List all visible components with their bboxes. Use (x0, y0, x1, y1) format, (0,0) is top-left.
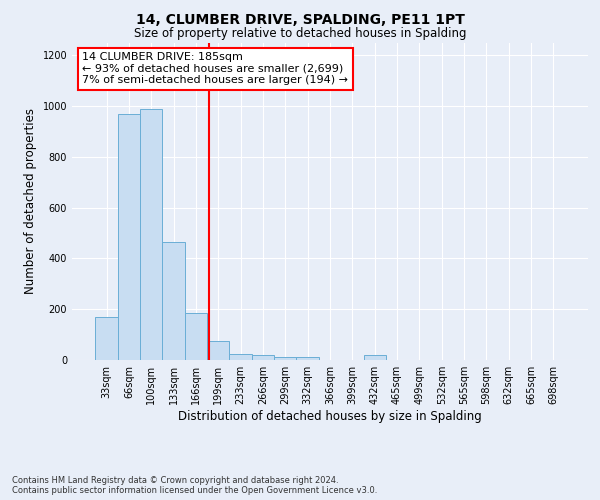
Bar (140, 108, 163, 360)
Bar (163, 242, 185, 360)
Bar (185, 313, 207, 360)
Bar (207, 342, 229, 360)
Text: 14 CLUMBER DRIVE: 185sqm
← 93% of detached houses are smaller (2,699)
7% of semi: 14 CLUMBER DRIVE: 185sqm ← 93% of detach… (82, 52, 349, 85)
Bar (118, 114, 140, 360)
Text: Size of property relative to detached houses in Spalding: Size of property relative to detached ho… (134, 28, 466, 40)
Text: 14, CLUMBER DRIVE, SPALDING, PE11 1PT: 14, CLUMBER DRIVE, SPALDING, PE11 1PT (136, 12, 464, 26)
X-axis label: Distribution of detached houses by size in Spalding: Distribution of detached houses by size … (178, 410, 482, 423)
Y-axis label: Number of detached properties: Number of detached properties (24, 108, 37, 294)
Bar (296, 358, 319, 360)
Text: Contains HM Land Registry data © Crown copyright and database right 2024.
Contai: Contains HM Land Registry data © Crown c… (12, 476, 377, 495)
Bar (229, 354, 252, 360)
Bar (364, 355, 386, 360)
Bar (274, 356, 296, 360)
Bar (95, 317, 118, 360)
Bar (252, 356, 274, 360)
